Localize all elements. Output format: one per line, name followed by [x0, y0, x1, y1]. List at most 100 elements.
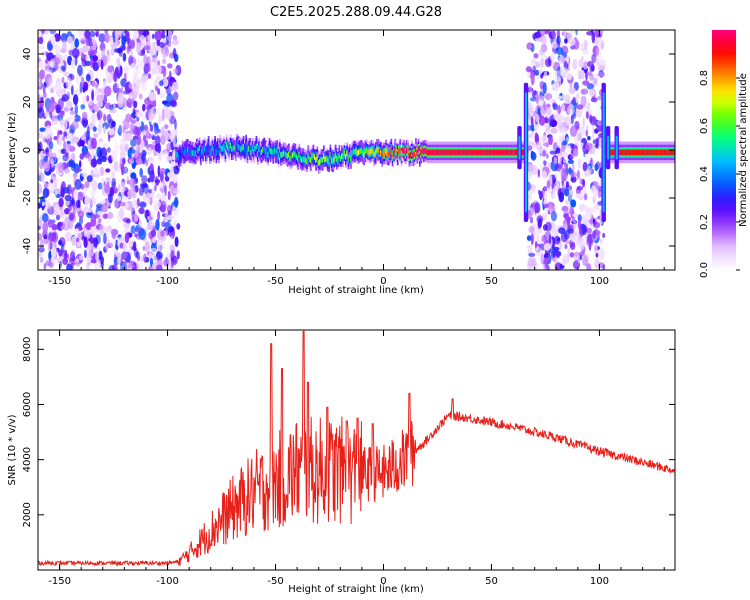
- heatmap-noise-cell: [544, 257, 551, 262]
- heatmap-noise-cell: [173, 179, 179, 184]
- heatmap-ridge-cell: [442, 149, 444, 156]
- heatmap-noise-cell: [582, 39, 590, 49]
- heatmap-ridge-cell: [656, 149, 658, 156]
- heatmap-ridge-cell: [466, 149, 469, 156]
- heatmap-noise-cell: [58, 249, 63, 257]
- heatmap-noise-cell: [119, 148, 126, 160]
- heatmap-noise-cell: [527, 70, 531, 78]
- heatmap-noise-cell: [159, 171, 164, 182]
- heatmap-ridge-cell: [187, 147, 189, 153]
- heatmap-noise-cell: [106, 147, 111, 153]
- heatmap-noise-cell: [71, 198, 75, 205]
- heatmap-noise-cell: [568, 145, 571, 154]
- heatmap-ridge-cell: [260, 149, 263, 155]
- heatmap-ridge-cell: [393, 150, 395, 157]
- heatmap-ridge-cell: [361, 149, 364, 156]
- heatmap-noise-cell: [60, 48, 66, 53]
- heatmap-noise-cell: [530, 73, 535, 86]
- heatmap-noise-cell: [594, 163, 599, 172]
- heatmap-noise-cell: [537, 168, 540, 178]
- heatmap-ridge-cell: [390, 146, 393, 153]
- heatmap-noise-cell: [553, 258, 558, 264]
- heatmap-noise-cell: [130, 172, 137, 180]
- heatmap-ridge-cell: [307, 153, 310, 159]
- heatmap-noise-cell: [78, 160, 82, 168]
- heatmap-ridge-cell: [421, 147, 424, 154]
- heatmap-noise-cell: [74, 228, 80, 235]
- heatmap-ridge-cell: [509, 149, 512, 156]
- heatmap-noise-cell: [58, 240, 63, 246]
- heatmap-ridge-cell: [276, 148, 279, 154]
- heatmap-ridge-cell: [649, 149, 652, 156]
- heatmap-noise-cell: [526, 164, 535, 173]
- heatmap-noise-cell: [143, 54, 148, 66]
- heatmap-ridge-cell: [341, 153, 343, 160]
- heatmap-noise-cell: [122, 241, 126, 251]
- heatmap-noise-cell: [71, 121, 79, 130]
- heatmap-noise-cell: [531, 58, 536, 64]
- heatmap-ridge-cell: [522, 149, 525, 156]
- heatmap-noise-cell: [75, 199, 81, 209]
- heatmap-noise-cell: [48, 76, 53, 87]
- heatmap-noise-cell: [56, 82, 62, 90]
- heatmap-ridge-cell: [218, 149, 220, 156]
- heatmap-noise-cell: [143, 197, 151, 204]
- heatmap-noise-cell: [126, 254, 131, 263]
- heatmap-noise-cell: [534, 31, 542, 39]
- heatmap-noise-cell: [582, 117, 585, 128]
- heatmap-ridge-cell: [497, 149, 500, 156]
- heatmap-noise-cell: [65, 77, 73, 90]
- heatmap-noise-cell: [594, 204, 599, 209]
- heatmap-ridge-cell: [313, 154, 316, 160]
- heatmap-noise-cell: [81, 172, 88, 178]
- heatmap-noise-cell: [561, 55, 565, 64]
- heatmap-noise-cell: [124, 132, 132, 142]
- heatmap-noise-cell: [573, 148, 579, 157]
- heatmap-spike-core: [607, 135, 610, 160]
- heatmap-ridge-cell: [505, 149, 508, 156]
- heatmap-ridge-cell: [224, 148, 227, 155]
- heatmap-noise-cell: [140, 60, 145, 70]
- heatmap-noise-cell: [139, 182, 148, 189]
- y-tick-label: 2000: [22, 502, 33, 527]
- heatmap-spike-core: [518, 135, 521, 160]
- heatmap-ridge-cell: [334, 152, 337, 159]
- y-tick-label: 4000: [22, 447, 33, 472]
- heatmap-noise-cell: [42, 82, 46, 94]
- heatmap-noise-cell: [149, 163, 154, 173]
- heatmap-noise-cell: [594, 128, 599, 134]
- heatmap-ridge-cell: [636, 149, 639, 156]
- heatmap-noise-cell: [83, 236, 88, 248]
- heatmap-noise-cell: [174, 236, 179, 248]
- heatmap-noise-cell: [148, 156, 154, 164]
- snr-axes: -150 -100 -50 0 50 100 2000 4000 6000 8000: [22, 330, 675, 587]
- heatmap-noise-cell: [595, 46, 600, 57]
- heatmap-noise-cell: [173, 186, 180, 195]
- heatmap-ridge-cell: [422, 148, 425, 155]
- heatmap-noise-cell: [582, 61, 588, 70]
- heatmap-noise-cell: [170, 257, 174, 268]
- heatmap-noise-cell: [125, 113, 132, 123]
- heatmap-ridge-cell: [301, 157, 303, 163]
- heatmap-noise-cell: [117, 195, 122, 202]
- heatmap-noise-cell: [57, 134, 62, 146]
- x-tick-label: -50: [267, 276, 283, 287]
- heatmap-noise-cell: [42, 213, 49, 223]
- heatmap-noise-cell: [71, 235, 77, 246]
- heatmap-ridge-cell: [653, 149, 656, 156]
- heatmap-noise-cell: [167, 30, 172, 42]
- heatmap-noise-cell: [64, 118, 68, 129]
- heatmap-noise-cell: [39, 256, 44, 263]
- heatmap-noise-cell: [564, 115, 572, 125]
- heatmap-noise-cell: [550, 211, 558, 222]
- heatmap-ridge-cell: [325, 155, 328, 162]
- heatmap-noise-cell: [598, 248, 605, 260]
- heatmap-ridge-cell: [468, 149, 470, 156]
- heatmap-noise-cell: [65, 222, 69, 229]
- heatmap-noise-cell: [161, 221, 165, 228]
- heatmap-noise-cell: [113, 187, 118, 194]
- heatmap-ridge-cell: [394, 146, 397, 153]
- y-tick-label: 0: [22, 147, 33, 153]
- heatmap-ridge-cell: [667, 149, 670, 156]
- heatmap-ridge-cell: [316, 154, 319, 161]
